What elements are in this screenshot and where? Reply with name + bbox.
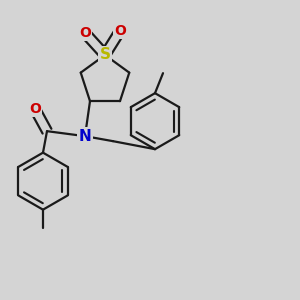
Text: O: O: [79, 26, 91, 40]
Text: S: S: [100, 47, 110, 62]
Text: O: O: [114, 24, 126, 38]
Text: N: N: [79, 129, 92, 144]
Text: O: O: [29, 102, 41, 116]
